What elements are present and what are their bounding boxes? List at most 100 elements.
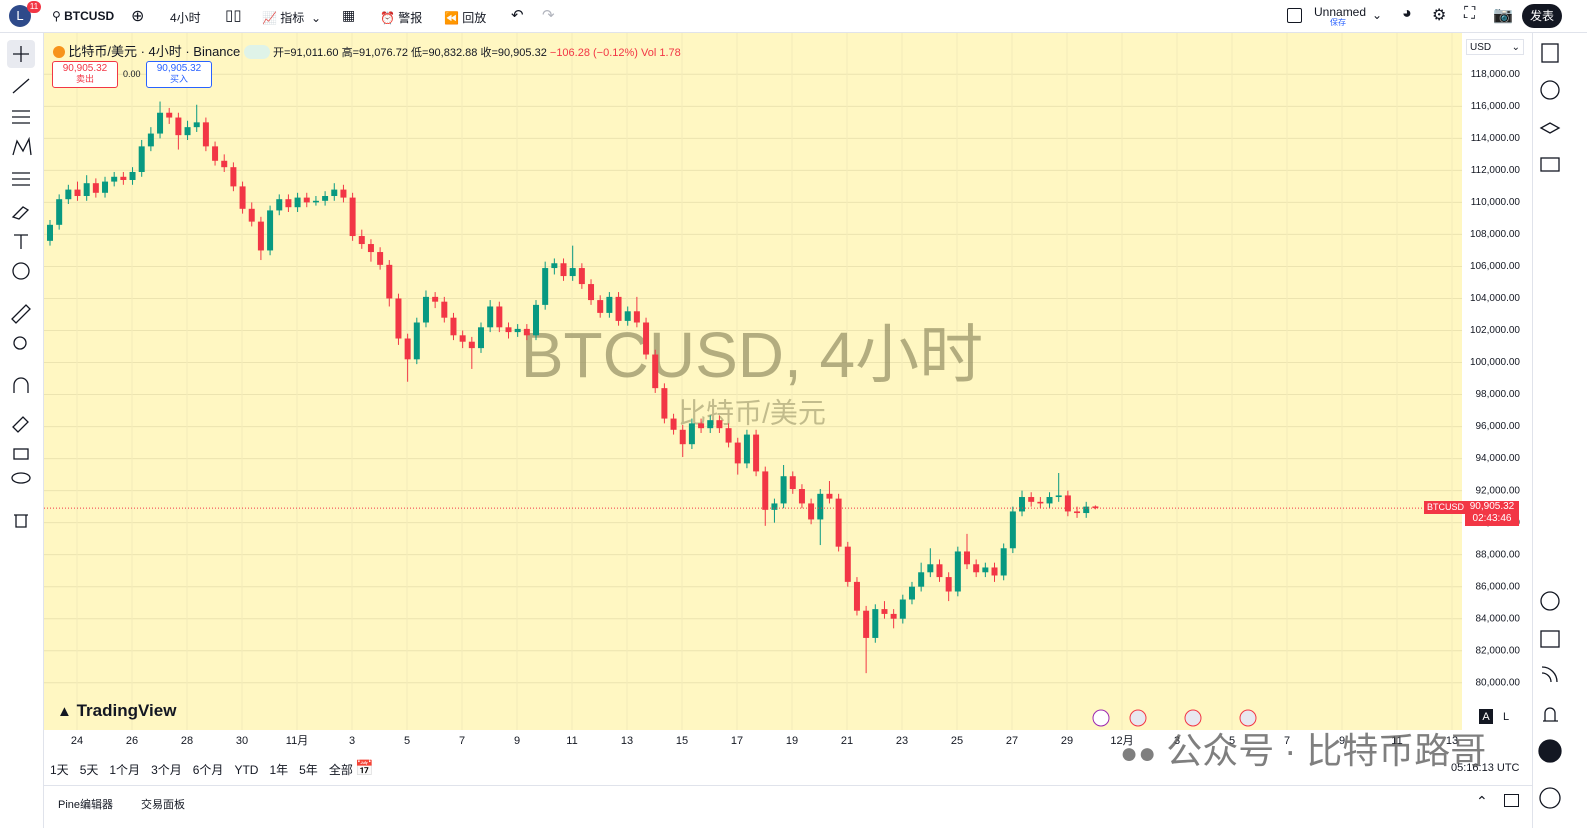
fullscreen[interactable]: ⛶ xyxy=(1464,5,1476,22)
range-button[interactable]: 1天 xyxy=(50,763,69,777)
candle-body xyxy=(202,122,209,147)
candle-body xyxy=(679,429,686,445)
alerts-panel[interactable] xyxy=(1540,80,1560,100)
chart-type[interactable]: ▯▯ xyxy=(225,7,242,24)
indicators[interactable]: 📈 指标 ⌄ xyxy=(262,11,322,25)
candle-body xyxy=(230,167,237,187)
candle-body xyxy=(65,189,72,200)
event-icon[interactable] xyxy=(1184,709,1202,727)
status-pill[interactable] xyxy=(243,45,270,59)
candle-body xyxy=(377,252,384,265)
candle-body xyxy=(643,322,650,355)
range-button[interactable]: 1个月 xyxy=(109,763,141,777)
tradingview-logo[interactable]: ▲ TradingView xyxy=(57,701,177,720)
delete-tool[interactable] xyxy=(14,514,28,528)
zoom-tool[interactable] xyxy=(13,336,27,350)
log-scale-label[interactable]: L xyxy=(1503,711,1509,723)
maximize-panel[interactable] xyxy=(1504,794,1519,807)
quick-search[interactable]: ◕ xyxy=(1402,5,1412,22)
symbol-header: 比特币/美元 · 4小时 · Binance 开=91,011.60 高=91,… xyxy=(53,41,681,60)
replay[interactable]: ⏪ 回放 xyxy=(444,11,487,25)
candle-body xyxy=(523,328,530,336)
x-tick-label: 11 xyxy=(566,735,577,747)
currency-select[interactable]: USD ⌄ xyxy=(1466,39,1524,55)
range-button[interactable]: 全部 xyxy=(328,763,353,777)
goto-date[interactable]: 📅 xyxy=(355,760,374,777)
x-tick-label: 9 xyxy=(514,735,520,747)
candle-body xyxy=(588,284,595,301)
event-icon[interactable] xyxy=(1129,709,1147,727)
help[interactable] xyxy=(1539,787,1561,809)
news[interactable] xyxy=(1541,666,1558,683)
x-tick-label: 19 xyxy=(786,735,798,747)
brush-tool[interactable] xyxy=(11,206,30,220)
bottom-tab[interactable]: 交易面板 xyxy=(141,799,185,811)
x-tick-label: 9 xyxy=(1339,735,1345,747)
layout-name[interactable]: Unnamed xyxy=(1314,5,1367,19)
save[interactable]: 保存 xyxy=(1330,18,1346,27)
right-sidebar xyxy=(1532,33,1587,828)
layers[interactable] xyxy=(1539,122,1561,134)
templates[interactable]: ▦ xyxy=(342,7,356,23)
range-button[interactable]: YTD xyxy=(234,763,259,777)
replay-label: 回放 xyxy=(462,11,487,25)
candles xyxy=(44,101,1462,674)
y-tick-label: 96,000.00 xyxy=(1476,421,1521,432)
stay-drawing-tool[interactable] xyxy=(12,416,29,433)
layout-menu[interactable]: ⌄ xyxy=(1372,8,1383,22)
range-button[interactable]: 3个月 xyxy=(151,763,182,777)
watchlist[interactable] xyxy=(1541,43,1559,63)
crosshair-tool[interactable] xyxy=(13,46,29,62)
x-tick-label: 12月 xyxy=(1110,735,1133,747)
range-button[interactable]: 1年 xyxy=(269,763,289,777)
auto-scale[interactable] xyxy=(1479,709,1493,724)
add-symbol[interactable]: ⊕ xyxy=(131,8,145,25)
interval[interactable]: 4小时 xyxy=(170,11,201,25)
emoji-tool[interactable] xyxy=(12,262,30,280)
event-icon[interactable] xyxy=(1239,709,1257,727)
chats[interactable] xyxy=(1540,157,1560,172)
buy-button[interactable]: 90,905.32 买入 xyxy=(146,61,212,88)
sell-price: 90,905.32 xyxy=(62,63,108,74)
fib-tool[interactable] xyxy=(12,110,30,124)
snapshot[interactable]: 📷 xyxy=(1493,7,1513,24)
candle-body xyxy=(505,327,512,333)
notifications[interactable] xyxy=(1543,707,1558,722)
range-button[interactable]: 5天 xyxy=(79,763,99,777)
overlay-text: 公众号 · 比特币路哥 xyxy=(1166,730,1487,771)
sell-button[interactable]: 90,905.32 卖出 xyxy=(52,61,118,88)
products[interactable] xyxy=(1538,739,1562,763)
lock-tool[interactable] xyxy=(13,448,29,460)
range-button[interactable]: 6个月 xyxy=(192,763,224,777)
hotlists[interactable] xyxy=(1540,591,1560,611)
notification-badge: 11 xyxy=(27,1,41,13)
publish[interactable]: 发表 xyxy=(1522,4,1562,28)
forecast-tool[interactable] xyxy=(12,172,30,186)
grid xyxy=(44,33,1462,730)
symbol-search[interactable]: ⚲ BTCUSD xyxy=(52,9,115,23)
y-tick-label: 80,000.00 xyxy=(1476,677,1521,688)
visibility-tool[interactable] xyxy=(11,472,31,484)
avatar[interactable]: L xyxy=(9,5,31,27)
pattern-tool[interactable] xyxy=(12,136,32,156)
candle-body xyxy=(422,296,429,323)
layout-icon[interactable] xyxy=(1287,8,1302,23)
redo[interactable]: ↷ xyxy=(542,7,555,24)
magnet-tool[interactable] xyxy=(13,377,29,393)
candle-body xyxy=(111,176,118,182)
trendline-tool[interactable] xyxy=(12,78,30,94)
bottom-tab[interactable]: Pine编辑器 xyxy=(58,799,114,811)
settings[interactable]: ⚙ xyxy=(1432,7,1447,24)
alerts[interactable]: ⏰ 警报 xyxy=(380,11,423,25)
calendar[interactable] xyxy=(1540,630,1560,648)
collapse-panel[interactable]: ⌃ xyxy=(1476,793,1488,809)
high: 高=91,076.72 xyxy=(341,47,408,59)
undo[interactable]: ↶ xyxy=(511,7,524,24)
y-tick-label: 102,000.00 xyxy=(1470,325,1520,336)
close: 收=90,905.32 xyxy=(480,47,547,59)
volume: Vol 1.78 xyxy=(641,47,681,59)
event-icon[interactable] xyxy=(1092,709,1110,727)
text-tool[interactable] xyxy=(14,234,28,249)
ruler-tool[interactable] xyxy=(11,304,31,324)
range-button[interactable]: 5年 xyxy=(299,763,318,777)
